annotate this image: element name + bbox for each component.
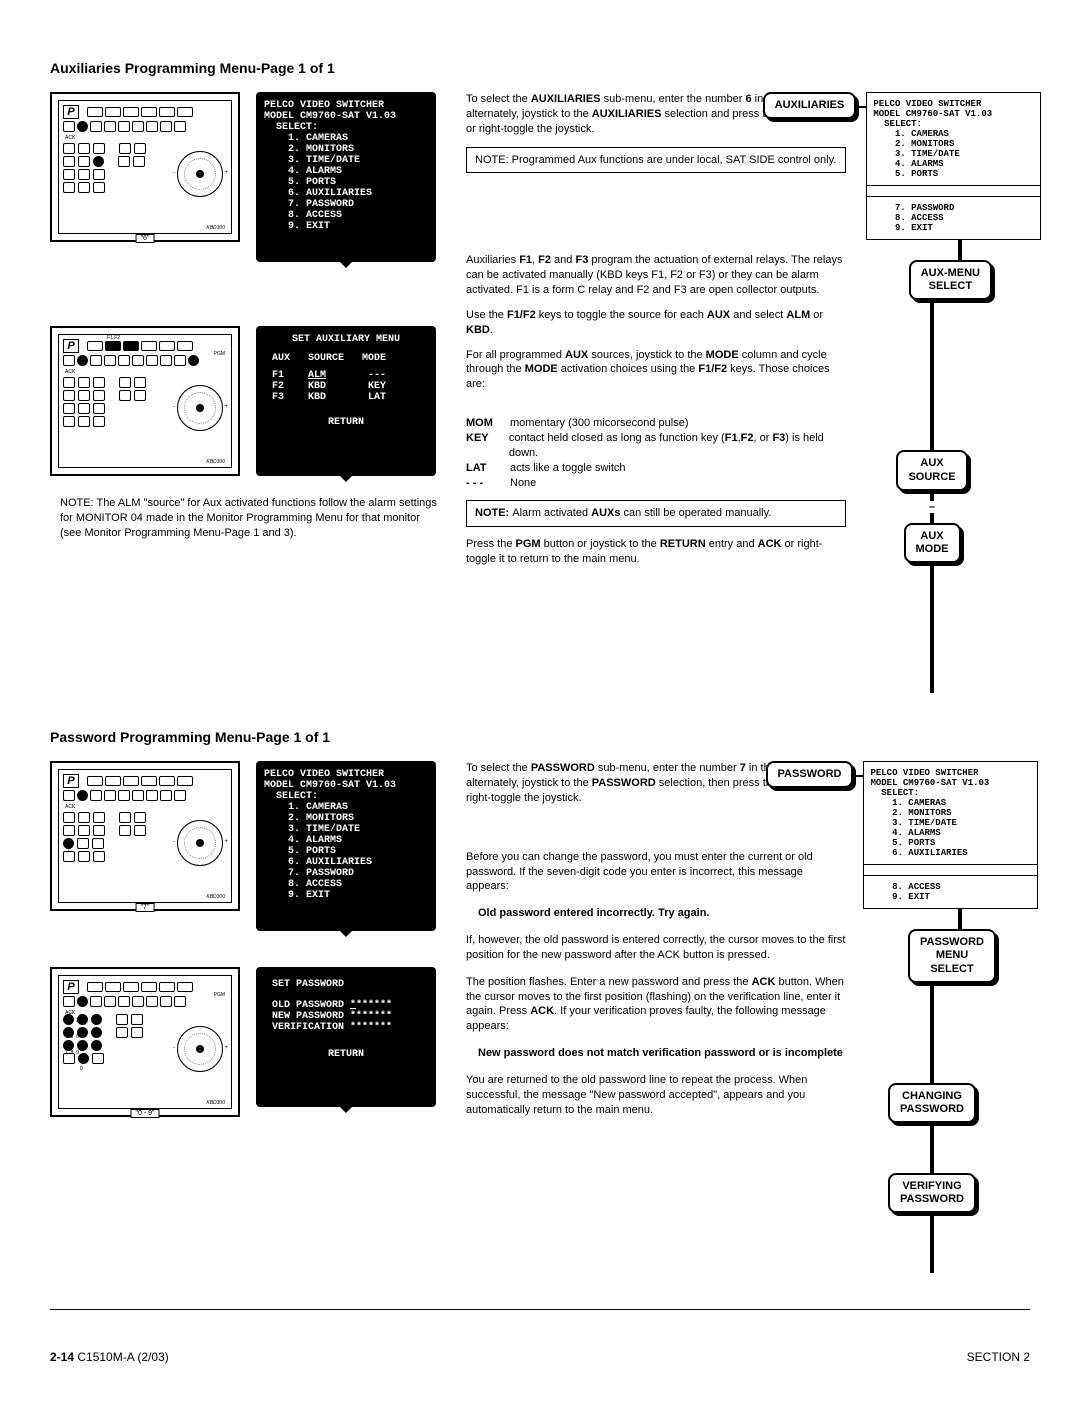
keypad-diagram-4: P PGM ACK 1 2 3 4 5 6 7 8 9 0 +- [50,967,240,1117]
aux-para-2: Auxiliaries F1, F2 and F3 program the ac… [466,253,846,298]
p-logo: P [63,105,79,119]
section-title: Auxiliaries Programming Menu-Page 1 of 1 [50,60,1030,76]
keypad-diagram-3: P ACK 7 +- KBD300 "7" [50,761,240,911]
menu-screen-main: PELCO VIDEO SWITCHER MODEL CM9760-SAT V1… [256,92,436,262]
flow-aux-source: AUX SOURCE [896,450,967,490]
footer-rule [50,1309,1030,1310]
flow-auxiliaries: AUXILIARIES [763,92,857,119]
menu-screen-main-2: PELCO VIDEO SWITCHER MODEL CM9760-SAT V1… [256,761,436,931]
note-alarm-aux: NOTE: Alarm activated AUXs can still be … [466,500,846,527]
password-section: Password Programming Menu-Page 1 of 1 P … [50,729,1030,1273]
alm-source-note: NOTE: The ALM "source" for Aux activated… [50,496,450,541]
section-title-2: Password Programming Menu-Page 1 of 1 [50,729,1030,745]
flow-aux-mode: AUX MODE [904,523,961,563]
keypad-diagram-2: F1 F2 P PGM ACK [50,326,240,476]
page-footer: 2-14 C1510M-A (2/03) SECTION 2 [50,1350,1030,1364]
side-menu-aux: PELCO VIDEO SWITCHER MODEL CM9760-SAT V1… [866,92,1041,186]
aux-flow: AUXILIARIES PELCO VIDEO SWITCHER MODEL C… [862,92,1002,693]
error-old-password: Old password entered incorrectly. Try ag… [478,907,709,919]
error-new-password: New password does not match verification… [478,1047,843,1059]
flow-aux-menu-select: AUX-MENU SELECT [909,260,992,300]
keypad-diagram: P ACK 6 [50,92,240,242]
flow-password: PASSWORD [766,761,854,788]
side-menu-pwd: PELCO VIDEO SWITCHER MODEL CM9760-SAT V1… [863,761,1038,865]
aux-menu-screen: SET AUXILIARY MENU AUXSOURCEMODE F1ALM--… [256,326,436,476]
auxiliaries-section: Auxiliaries Programming Menu-Page 1 of 1… [50,60,1030,693]
flow-changing-password: CHANGING PASSWORD [888,1083,976,1123]
password-screen: SET PASSWORD OLD PASSWORD ******* NEW PA… [256,967,436,1107]
flow-verifying-password: VERIFYING PASSWORD [888,1173,976,1213]
password-flow: PASSWORD PELCO VIDEO SWITCHER MODEL CM97… [862,761,1002,1273]
flow-password-menu: PASSWORD MENU SELECT [908,929,996,983]
joystick-icon: +- [177,151,223,197]
